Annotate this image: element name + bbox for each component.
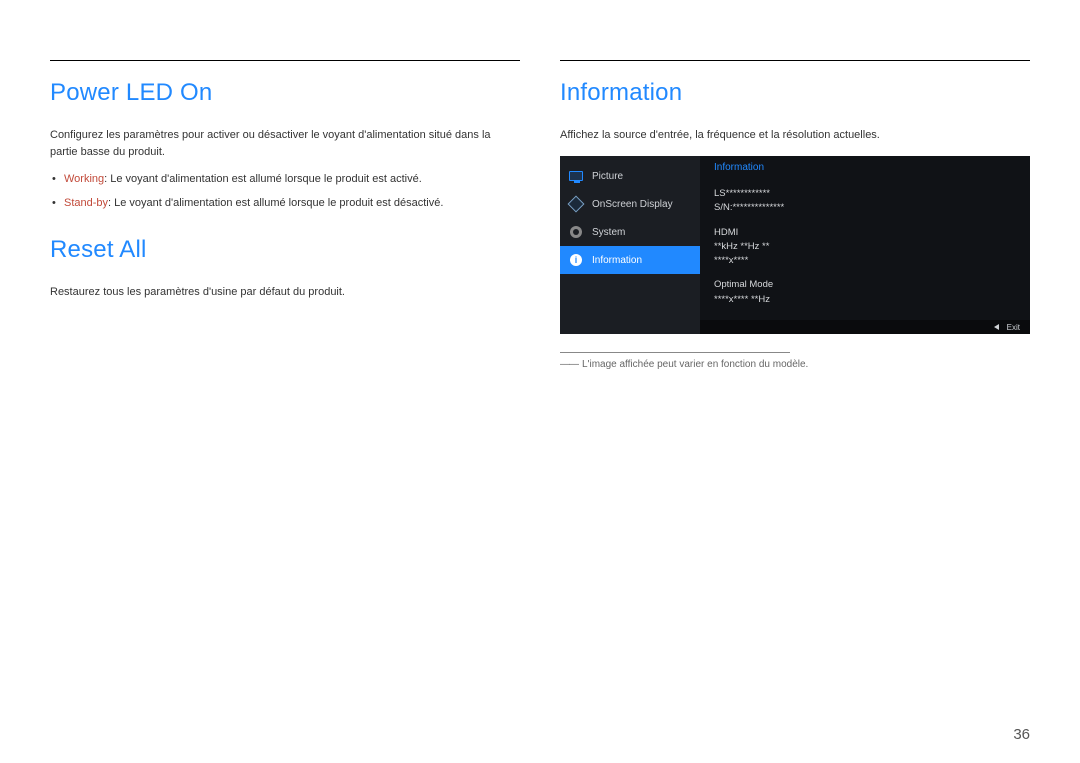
rule-top-right — [560, 60, 1030, 61]
osd-freq-line: **kHz **Hz ** — [714, 240, 1016, 254]
osd-item-label: Picture — [592, 171, 623, 182]
power-led-intro: Configurez les paramètres pour activer o… — [50, 127, 520, 161]
osd-screenshot: Picture OnScreen Display System i Inform… — [560, 156, 1030, 334]
info-icon: i — [568, 254, 584, 266]
osd-source-block: HDMI **kHz **Hz ** ****x**** — [714, 226, 1016, 269]
keyword-working: Working — [64, 173, 104, 185]
osd-item-onscreen-display[interactable]: OnScreen Display — [560, 190, 700, 218]
power-led-options: Working: Le voyant d'alimentation est al… — [50, 171, 520, 212]
osd-menu: Picture OnScreen Display System i Inform… — [560, 156, 700, 334]
monitor-icon — [568, 170, 584, 182]
osd-serial-line: S/N:************** — [714, 201, 1016, 215]
page-number: 36 — [1013, 726, 1030, 743]
osd-model-line: LS************ — [714, 187, 1016, 201]
osd-item-picture[interactable]: Picture — [560, 162, 700, 190]
osd-optimal-label: Optimal Mode — [714, 278, 1016, 292]
footnote-rule — [560, 352, 790, 353]
heading-reset-all: Reset All — [50, 236, 520, 264]
reset-all-body: Restaurez tous les paramètres d'usine pa… — [50, 284, 520, 301]
gear-icon — [568, 226, 584, 238]
heading-information: Information — [560, 79, 1030, 107]
rule-top-left — [50, 60, 520, 61]
right-column: Information Affichez la source d'entrée,… — [560, 60, 1030, 370]
option-standby: Stand-by: Le voyant d'alimentation est a… — [64, 195, 520, 213]
option-working-text: : Le voyant d'alimentation est allumé lo… — [104, 173, 422, 185]
osd-res-line: ****x**** — [714, 254, 1016, 268]
option-standby-text: : Le voyant d'alimentation est allumé lo… — [108, 197, 443, 209]
osd-optimal-value: ****x**** **Hz — [714, 293, 1016, 307]
keyword-standby: Stand-by — [64, 197, 108, 209]
section-reset-all: Reset All Restaurez tous les paramètres … — [50, 236, 520, 301]
information-intro: Affichez la source d'entrée, la fréquenc… — [560, 127, 1030, 144]
osd-item-label: System — [592, 227, 625, 238]
osd-panel: Information LS************ S/N:*********… — [700, 156, 1030, 334]
footnote-dash: ―― — [560, 359, 578, 370]
osd-window: Picture OnScreen Display System i Inform… — [560, 156, 1030, 334]
osd-source-line: HDMI — [714, 226, 1016, 240]
osd-item-information[interactable]: i Information — [560, 246, 700, 274]
onscreen-icon — [568, 198, 584, 210]
left-column: Power LED On Configurez les paramètres p… — [50, 60, 520, 370]
nav-left-icon[interactable] — [994, 324, 999, 330]
osd-optimal-block: Optimal Mode ****x**** **Hz — [714, 278, 1016, 307]
heading-power-led-on: Power LED On — [50, 79, 520, 107]
osd-nav-bar: Exit — [700, 320, 1030, 334]
osd-exit-label[interactable]: Exit — [1007, 323, 1020, 332]
osd-model-block: LS************ S/N:************** — [714, 187, 1016, 216]
osd-item-system[interactable]: System — [560, 218, 700, 246]
osd-item-label: OnScreen Display — [592, 199, 673, 210]
option-working: Working: Le voyant d'alimentation est al… — [64, 171, 520, 189]
footnote-text: L'image affichée peut varier en fonction… — [582, 359, 808, 370]
osd-panel-title: Information — [714, 162, 1016, 173]
footnote: ―― L'image affichée peut varier en foncti… — [560, 359, 1030, 370]
osd-item-label: Information — [592, 255, 642, 266]
